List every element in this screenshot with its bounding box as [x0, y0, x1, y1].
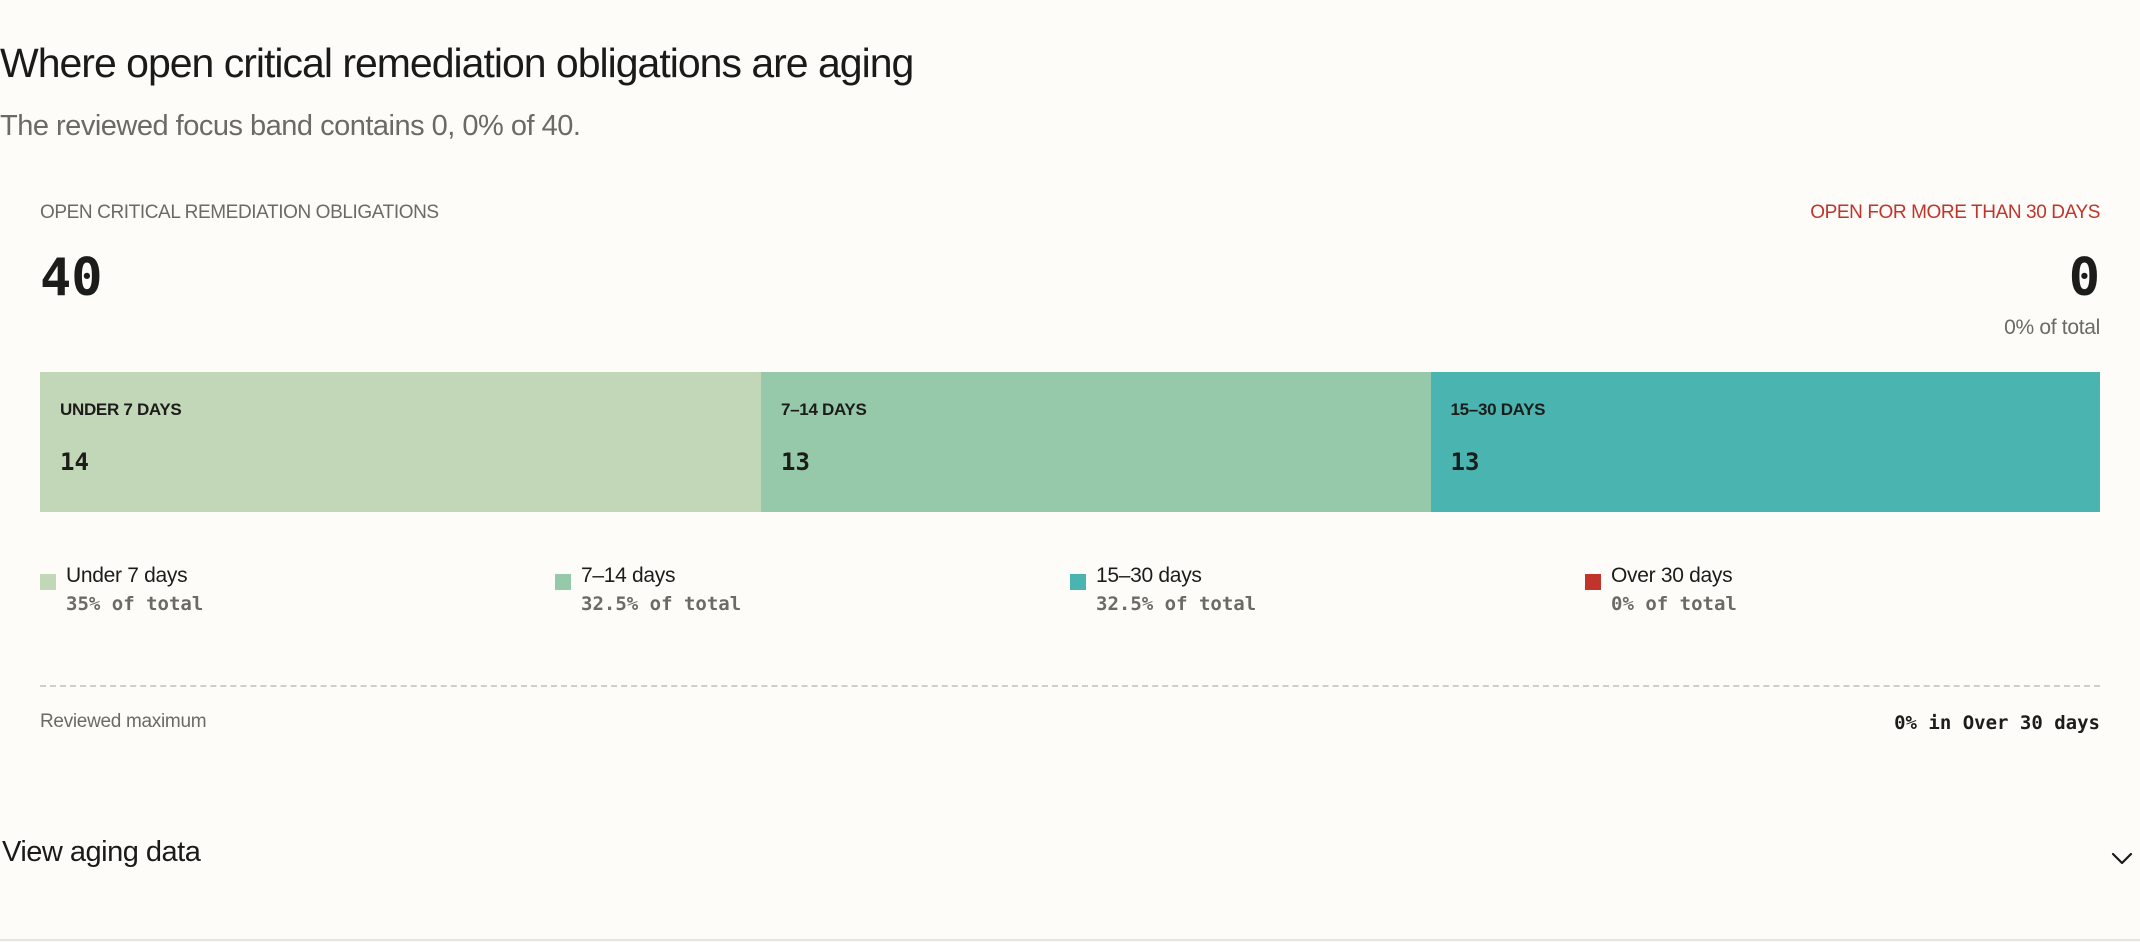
total-kpi-label: OPEN CRITICAL REMEDIATION OBLIGATIONS: [40, 202, 439, 223]
total-kpi-value: 40: [40, 248, 103, 308]
bar-segment-under-7-days: UNDER 7 DAYS 14: [40, 372, 761, 512]
bar-segment-label: UNDER 7 DAYS: [60, 400, 182, 419]
legend-swatch: [40, 574, 56, 590]
view-aging-data-label: View aging data: [2, 836, 201, 868]
bar-segment-7-14-days: 7–14 DAYS 13: [761, 372, 1431, 512]
view-aging-data-toggle[interactable]: View aging data: [0, 818, 2140, 898]
page-title: Where open critical remediation obligati…: [0, 40, 914, 86]
focus-kpi-value: 0: [2068, 248, 2100, 308]
chevron-down-icon: [2111, 852, 2133, 865]
bar-segment-label: 15–30 DAYS: [1450, 400, 1546, 419]
legend-share: 32.5% of total: [581, 593, 742, 615]
reviewed-maximum-label: Reviewed maximum: [40, 711, 207, 732]
reviewed-maximum-value: 0% in Over 30 days: [1894, 712, 2100, 734]
bottom-rule: [0, 939, 2140, 941]
legend-swatch: [1070, 574, 1086, 590]
bar-segment-value: 13: [1450, 448, 1480, 476]
legend-label: 15–30 days: [1096, 564, 1202, 587]
legend-swatch: [1585, 574, 1601, 590]
legend-label: Under 7 days: [66, 564, 188, 587]
page-subtitle: The reviewed focus band contains 0, 0% o…: [0, 110, 581, 142]
legend-share: 0% of total: [1611, 593, 1737, 615]
focus-kpi-share: 0% of total: [2004, 316, 2100, 339]
dashed-divider: [40, 685, 2100, 687]
chart-legend: Under 7 days 35% of total 7–14 days 32.5% o…: [40, 564, 2100, 624]
focus-kpi-label: OPEN FOR MORE THAN 30 DAYS: [1810, 202, 2100, 223]
legend-share: 32.5% of total: [1096, 593, 1257, 615]
bar-segment-value: 14: [60, 448, 89, 476]
bar-segment-value: 13: [781, 448, 810, 476]
bar-segment-label: 7–14 DAYS: [781, 400, 867, 419]
legend-label: Over 30 days: [1611, 564, 1733, 587]
legend-swatch: [555, 574, 571, 590]
bar-segment-15-30-days: 15–30 DAYS 13: [1430, 372, 2100, 512]
stacked-aging-bar: UNDER 7 DAYS 14 7–14 DAYS 13 15–30 DAYS 13: [40, 372, 2100, 512]
legend-share: 35% of total: [66, 593, 204, 615]
legend-label: 7–14 days: [581, 564, 676, 587]
